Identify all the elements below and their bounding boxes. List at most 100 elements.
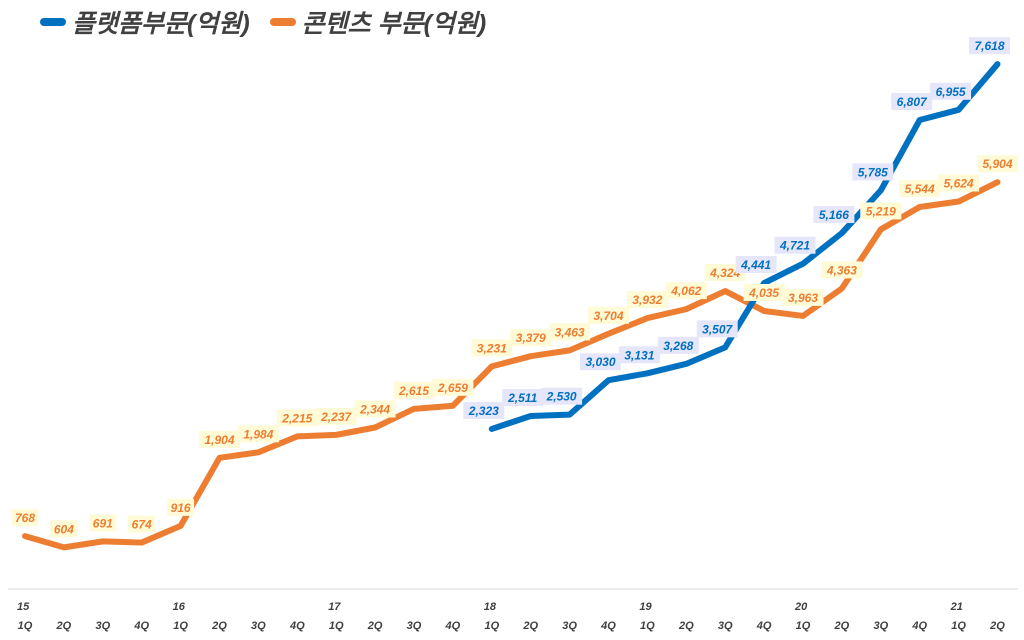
data-label-text: 2,323 <box>468 404 499 418</box>
data-label: 3,030 <box>580 353 621 371</box>
data-label-text: 3,704 <box>593 309 623 323</box>
x-tick-year: 16 <box>173 601 186 613</box>
data-label: 2,659 <box>432 378 474 396</box>
data-label: 2,323 <box>463 401 505 419</box>
data-label: 3,463 <box>549 323 591 341</box>
data-label-bg <box>891 92 933 110</box>
data-label: 3,268 <box>657 336 699 354</box>
data-label-bg <box>128 515 156 533</box>
data-label-text: 4,035 <box>748 286 779 300</box>
data-label: 3,231 <box>471 339 513 357</box>
data-label: 2,511 <box>502 388 544 406</box>
data-label-text: 6,955 <box>936 85 966 99</box>
data-label-bg <box>860 202 902 220</box>
x-tick-year: 20 <box>794 601 808 613</box>
data-label-bg <box>852 163 894 181</box>
x-tick-quarter: 2Q <box>211 620 227 632</box>
legend-label-content: 콘텐츠 부문(억원) <box>301 10 487 38</box>
data-label: 3,131 <box>618 346 660 364</box>
data-label: 2,215 <box>276 409 318 427</box>
x-tick-quarter: 1Q <box>640 620 655 632</box>
legend-swatch-platform <box>40 18 66 26</box>
x-tick-quarter: 2Q <box>989 620 1005 632</box>
x-tick-quarter: 3Q <box>562 620 577 632</box>
data-label-text: 3,268 <box>663 339 693 353</box>
x-tick-quarter: 1Q <box>329 620 344 632</box>
data-label-bg <box>665 282 707 300</box>
legend: 플랫폼부문(억원) 콘텐츠 부문(억원) <box>40 4 486 40</box>
x-tick-quarter: 1Q <box>796 620 811 632</box>
x-tick-quarter: 4Q <box>289 620 305 632</box>
data-label-bg <box>696 320 738 338</box>
data-label-bg <box>510 329 552 347</box>
data-label-bg <box>969 37 1010 55</box>
data-label-text: 674 <box>132 518 152 532</box>
x-tick-quarter: 3Q <box>873 620 888 632</box>
x-tick-quarter: 2Q <box>834 620 850 632</box>
legend-swatch-content <box>269 18 296 26</box>
x-tick-quarter: 2Q <box>522 620 538 632</box>
data-label-bg <box>735 256 777 274</box>
data-label-bg <box>743 283 785 301</box>
data-label-text: 4,441 <box>740 258 771 272</box>
x-tick-year: 15 <box>17 601 30 613</box>
data-label-bg <box>626 291 668 309</box>
data-label: 2,237 <box>315 407 357 425</box>
data-label-text: 2,237 <box>320 410 352 424</box>
x-tick-quarter: 3Q <box>407 620 422 632</box>
data-label: 4,035 <box>743 283 785 301</box>
data-label-text: 4,363 <box>826 263 857 277</box>
x-tick-year: 17 <box>328 601 341 613</box>
data-label: 3,963 <box>782 288 824 306</box>
data-label: 4,324 <box>704 264 746 282</box>
data-label-text: 3,507 <box>702 322 733 336</box>
data-label-text: 6,807 <box>897 95 928 109</box>
x-tick-quarter: 4Q <box>911 620 927 632</box>
data-label-text: 3,231 <box>477 341 507 355</box>
data-label-text: 916 <box>171 501 191 515</box>
data-label-text: 1,984 <box>243 427 273 441</box>
data-label: 5,904 <box>977 155 1018 173</box>
data-label-text: 3,463 <box>555 325 585 339</box>
data-label-text: 2,344 <box>359 402 390 416</box>
data-label-bg <box>782 288 824 306</box>
data-label-bg <box>774 236 816 254</box>
x-tick-quarter: 1Q <box>173 620 188 632</box>
data-label-bg <box>354 400 396 418</box>
data-label-bg <box>930 82 972 100</box>
data-label: 3,379 <box>510 329 552 347</box>
x-tick-quarter: 4Q <box>133 620 149 632</box>
series-line-1 <box>22 179 1001 551</box>
data-label-text: 4,324 <box>709 266 740 280</box>
data-label-text: 3,963 <box>788 291 818 305</box>
data-label-bg <box>11 509 39 527</box>
data-label-text: 5,624 <box>944 177 974 191</box>
data-label-bg <box>50 520 78 538</box>
x-tick-quarter: 1Q <box>951 620 966 632</box>
data-label-bg <box>199 430 240 448</box>
data-label-bg <box>549 323 591 341</box>
legend-item-platform: 플랫폼부문(억원) <box>40 4 250 40</box>
data-label: 604 <box>50 520 78 538</box>
data-label: 2,615 <box>393 381 435 399</box>
data-label-text: 3,030 <box>585 355 615 369</box>
x-tick-quarter: 3Q <box>718 620 733 632</box>
data-label-bg <box>541 387 583 405</box>
data-label: 5,785 <box>852 163 894 181</box>
data-label: 5,219 <box>860 202 902 220</box>
data-label: 4,721 <box>774 236 816 254</box>
data-label-bg <box>657 336 699 354</box>
data-label-text: 7,618 <box>974 39 1004 53</box>
data-label: 3,704 <box>588 306 629 324</box>
legend-label-platform: 플랫폼부문(억원) <box>72 10 250 38</box>
x-tick-quarter: 2Q <box>367 620 383 632</box>
data-label: 4,441 <box>735 256 777 274</box>
data-label-text: 2,615 <box>398 384 429 398</box>
series-line-0 <box>488 61 1001 432</box>
data-label-bg <box>618 346 660 364</box>
x-tick-quarter: 4Q <box>600 620 616 632</box>
data-label: 5,544 <box>899 180 941 198</box>
x-tick-quarter: 4Q <box>756 620 772 632</box>
data-label-bg <box>977 155 1018 173</box>
data-label-text: 2,659 <box>437 381 468 395</box>
